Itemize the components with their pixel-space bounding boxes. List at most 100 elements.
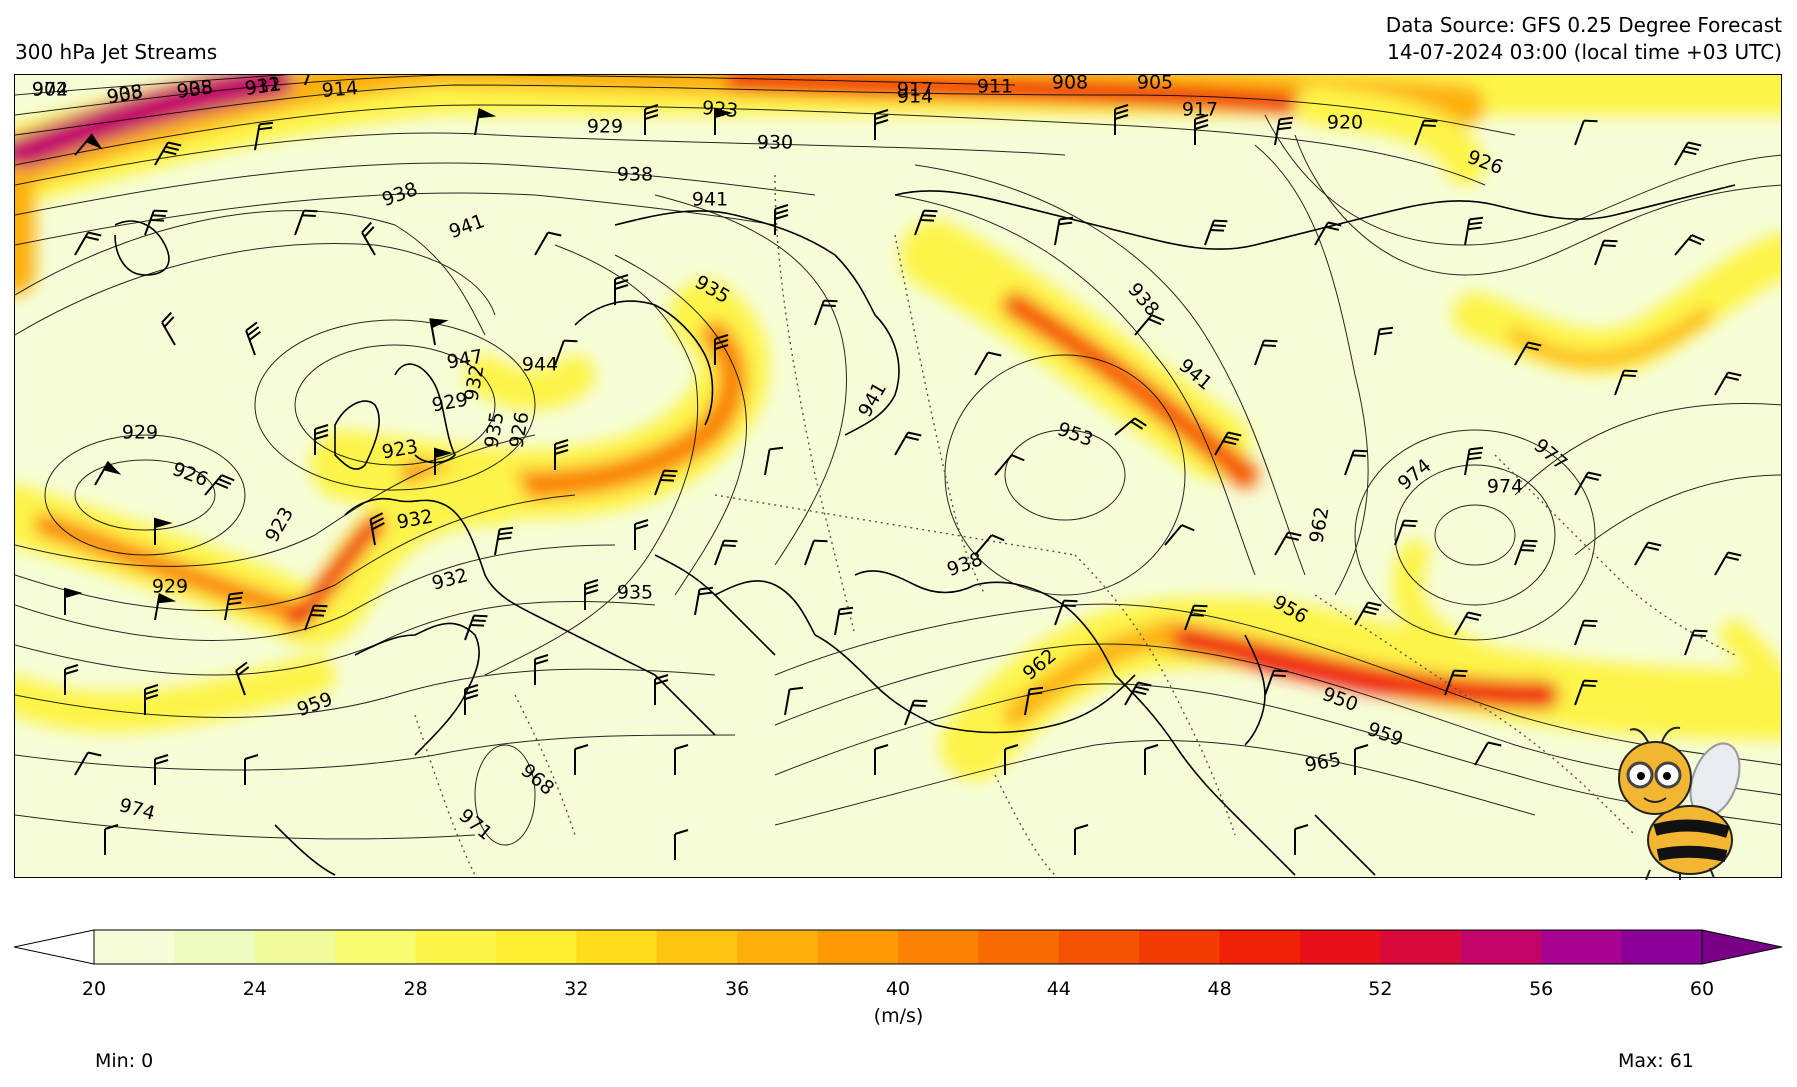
wind-barb xyxy=(804,539,828,566)
wind-barb xyxy=(1194,114,1209,145)
wind-barb xyxy=(144,684,159,715)
wind-barb xyxy=(1714,551,1742,576)
contour-label: 930 xyxy=(757,132,793,154)
coastlines xyxy=(114,184,1736,876)
wind-barb xyxy=(1274,531,1302,556)
wind-barb xyxy=(1674,234,1705,256)
contour-label: 938 xyxy=(617,164,653,186)
contour-label: 917 xyxy=(897,79,933,101)
wind-barb xyxy=(1164,524,1195,546)
colorbar-underflow-triangle xyxy=(14,929,95,965)
wind-barb xyxy=(974,351,1002,376)
wind-barb xyxy=(774,204,789,235)
wind-barb xyxy=(784,686,804,716)
colorbar-cell xyxy=(1219,930,1301,964)
contour-label: 914 xyxy=(897,86,933,108)
contour-label: 932 xyxy=(243,75,282,100)
wind-barb xyxy=(64,664,79,695)
colorbar-tick-label: 52 xyxy=(1368,978,1393,1000)
contour-label: 929 xyxy=(152,576,188,598)
wind-barb xyxy=(1474,741,1502,766)
wind-barb xyxy=(674,829,689,860)
wind-barb xyxy=(464,614,488,641)
contour-label: 944 xyxy=(522,354,558,376)
wind-barb xyxy=(1074,824,1089,855)
colorbar-cell xyxy=(254,930,336,964)
colorbar-cell xyxy=(94,930,175,964)
wind-barb xyxy=(314,424,329,455)
contour-label: 908 xyxy=(1052,75,1088,94)
wind-barb xyxy=(94,460,122,486)
wind-barb xyxy=(634,519,649,550)
wind-barb xyxy=(154,754,169,785)
wind-barb xyxy=(1214,431,1242,456)
wind-barb xyxy=(1574,679,1598,706)
wind-barb xyxy=(1054,216,1074,246)
colorbar-tick-label: 32 xyxy=(564,978,589,1000)
forecast-info: Data Source: GFS 0.25 Degree Forecast 14… xyxy=(1386,12,1782,66)
wind-barb xyxy=(1314,221,1342,246)
contour-label: 905 xyxy=(1137,75,1173,94)
wind-barb xyxy=(154,517,173,545)
wind-barb xyxy=(64,587,83,615)
colorbar-cell xyxy=(1541,930,1623,964)
height-contours xyxy=(15,75,1781,846)
wind-barb xyxy=(1054,599,1078,626)
wind-barb xyxy=(904,699,928,726)
wind-barb xyxy=(1114,104,1129,135)
wind-barb xyxy=(1004,744,1019,775)
colorbar-tick-label: 28 xyxy=(403,978,428,1000)
contour-label: 911 xyxy=(243,75,282,100)
colorbar-cell xyxy=(1460,930,1542,964)
wind-barb xyxy=(1464,216,1484,246)
wind-barb xyxy=(1354,744,1369,775)
colorbar-cells xyxy=(94,930,1703,964)
wind-barb xyxy=(1114,417,1147,436)
colorbar-tick-label: 56 xyxy=(1529,978,1554,1000)
contour-label: 911 xyxy=(977,76,1013,98)
wind-barb xyxy=(1254,339,1278,366)
wind-barb xyxy=(614,274,629,305)
map-panel: 9029059089119149179119089059149239299179… xyxy=(14,74,1782,878)
wind-speed-colorbar xyxy=(14,929,1783,965)
wind-barb xyxy=(224,591,244,621)
contour-label: 920 xyxy=(1327,112,1363,134)
jet-stream-map: 9029059089119149179119089059149239299179… xyxy=(15,75,1781,877)
wind-barb xyxy=(1344,449,1368,476)
colorbar-cell xyxy=(1380,930,1462,964)
wind-barb xyxy=(204,474,235,496)
wind-barb xyxy=(1204,219,1228,246)
wind-barb xyxy=(434,447,453,475)
wind-barb xyxy=(304,75,315,86)
wind-barb xyxy=(74,751,102,776)
colorbar-cell xyxy=(898,930,979,964)
contour-label: 908 xyxy=(175,76,214,103)
wind-barb xyxy=(154,141,182,166)
wind-barb xyxy=(694,586,714,616)
wind-barb xyxy=(74,133,103,156)
wind-barb xyxy=(554,439,569,470)
wind-barb xyxy=(104,824,119,855)
colorbar-cell xyxy=(335,930,417,964)
colorbar-cell xyxy=(817,930,899,964)
wind-barb xyxy=(814,299,838,326)
wind-barb xyxy=(714,107,733,135)
wind-barb xyxy=(494,526,514,556)
wind-barb xyxy=(1354,601,1382,626)
wind-barb xyxy=(294,209,318,236)
colorbar-tick-label: 48 xyxy=(1207,978,1232,1000)
wind-barb xyxy=(304,604,328,631)
colorbar-tick-label: 44 xyxy=(1046,978,1071,1000)
wind-barb xyxy=(1574,471,1602,496)
wind-barb xyxy=(1024,686,1044,716)
wind-barb xyxy=(154,592,177,621)
wind-barb xyxy=(674,744,689,775)
colorbar-tick-label: 24 xyxy=(242,978,267,1000)
colorbar-tick-label: 20 xyxy=(81,978,107,1000)
wind-barb xyxy=(1374,326,1394,356)
wind-barb xyxy=(1134,314,1165,336)
contour-label: 902 xyxy=(32,79,68,101)
wind-barb xyxy=(714,539,738,566)
colorbar-tick-label: 36 xyxy=(725,978,750,1000)
wind-barb xyxy=(1464,446,1484,476)
